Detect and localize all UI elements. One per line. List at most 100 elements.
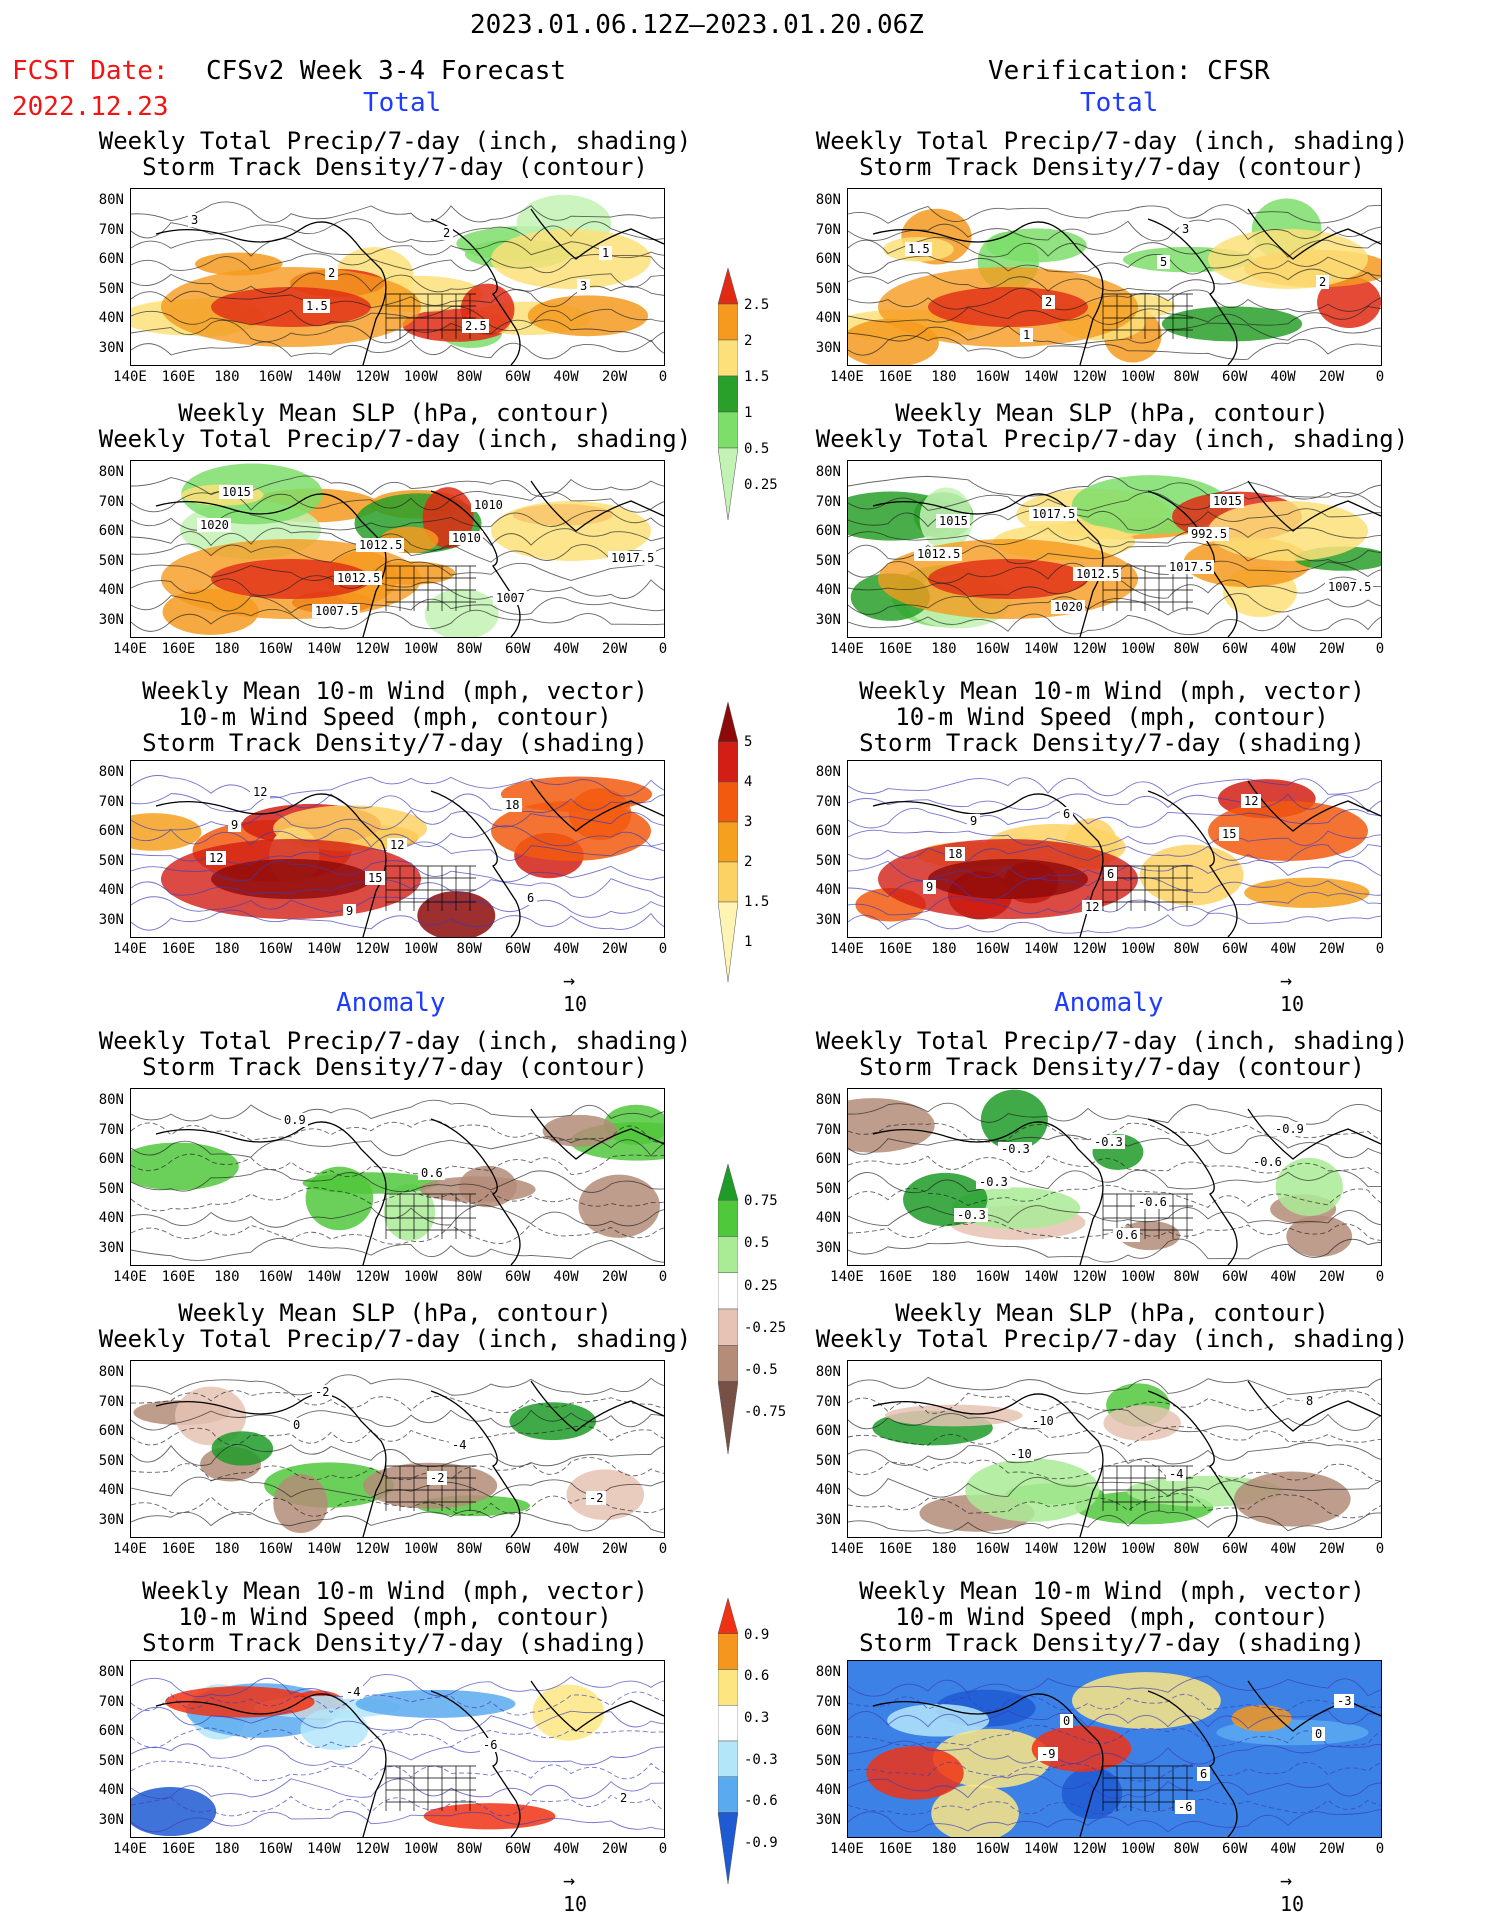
lat-label: 40N <box>98 882 124 898</box>
colorbar-segment <box>717 1669 739 1706</box>
lon-label: 40W <box>1270 1269 1296 1285</box>
colorbar-cap <box>717 267 739 305</box>
lat-label: 60N <box>815 1423 841 1439</box>
colorbar-cap <box>717 1381 739 1455</box>
coastline <box>155 1380 664 1537</box>
lon-label: 140E <box>113 369 147 385</box>
vector-ref-left-total: → 10 <box>563 968 588 1016</box>
panel-title-slp_precip-l4: Weekly Mean SLP (hPa, contour) Weekly Tot… <box>95 1300 695 1352</box>
panel-title-line: Storm Track Density/7-day (contour) <box>859 1053 1365 1081</box>
shaded-region <box>273 1473 328 1534</box>
svg-text:1010: 1010 <box>474 498 503 512</box>
lat-label: 70N <box>98 793 124 810</box>
contour-label: 8 <box>1303 1394 1316 1408</box>
lon-label: 20W <box>601 641 628 657</box>
contour-label: -2 <box>586 1491 606 1505</box>
contour-line <box>848 1725 1381 1747</box>
colorbar-segment <box>717 1776 739 1813</box>
contour-line <box>848 1376 1381 1396</box>
contour-label: 1017.5 <box>1029 507 1077 521</box>
contour-line <box>131 285 664 309</box>
contour-label: 1.5 <box>303 299 330 313</box>
lon-label: 20W <box>1318 1541 1345 1557</box>
lat-label: 60N <box>98 1723 124 1739</box>
contour-line <box>848 575 1381 599</box>
left-anomaly-label: Anomaly <box>336 988 446 1018</box>
lat-label: 70N <box>98 1693 124 1710</box>
lon-label: 80W <box>1173 641 1199 657</box>
panel-title-line: Weekly Mean 10-m Wind (mph, vector) <box>859 677 1365 705</box>
contour-label: 2 <box>1042 295 1055 309</box>
contour-line <box>848 807 1381 829</box>
svg-text:-4: -4 <box>1169 1467 1183 1481</box>
contour-label: 2.5 <box>462 319 489 333</box>
lat-label: 50N <box>815 280 841 297</box>
contour-label: 2 <box>1316 275 1329 289</box>
lat-label: 50N <box>98 280 124 297</box>
colorbar-label: 1.5 <box>744 368 770 385</box>
lon-label: 160E <box>878 641 913 657</box>
lon-label: 0 <box>658 941 668 957</box>
contour-line <box>848 1155 1381 1175</box>
contour-label: -3 <box>1334 1694 1354 1708</box>
contour-line <box>848 876 1381 901</box>
lon-label: 160E <box>161 1269 196 1285</box>
map-panel-r1: 1015 1012.5 1015 1012.5 1020 992.5 1007.5 1017.… <box>847 460 1382 638</box>
contour-label: 9 <box>923 880 936 894</box>
svg-text:-0.3: -0.3 <box>979 1175 1008 1189</box>
contour-line <box>131 1727 664 1748</box>
contour-label: 0 <box>1060 1714 1073 1728</box>
contour-line <box>131 1691 664 1716</box>
coastline <box>155 1108 664 1265</box>
svg-text:-6: -6 <box>483 1738 497 1752</box>
shaded-region <box>542 1114 618 1147</box>
lon-label: 180 <box>931 941 957 957</box>
right-anomaly-label: Anomaly <box>1054 988 1164 1018</box>
contour-line <box>131 896 664 918</box>
colorbar-storm_anom <box>717 1597 739 1885</box>
lon-label: 80W <box>1173 1841 1199 1857</box>
lon-label: 180 <box>214 1269 240 1285</box>
panel-title-line: Weekly Total Precip/7-day (inch, shading… <box>815 1027 1409 1055</box>
contour-line <box>848 1390 1381 1414</box>
lon-label: 140W <box>306 1269 341 1285</box>
contour-line <box>848 254 1381 277</box>
map-panel-r2: 9 6 12 18 12 15 9 6 <box>847 760 1382 938</box>
svg-text:-10: -10 <box>1032 1414 1054 1428</box>
svg-text:-0.6: -0.6 <box>1138 1195 1167 1209</box>
lon-label: 140E <box>113 1841 147 1857</box>
svg-text:-0.3: -0.3 <box>957 1208 986 1222</box>
shaded-region <box>211 859 371 899</box>
svg-text:1020: 1020 <box>200 518 229 532</box>
contour-label: 1012.5 <box>356 538 404 552</box>
contour-line <box>131 1237 664 1263</box>
lat-label: 70N <box>98 221 124 238</box>
contour-label: 1010 <box>449 531 483 545</box>
lat-label: 70N <box>98 1121 124 1138</box>
lon-label: 40W <box>553 369 579 385</box>
lat-label: 40N <box>815 1210 841 1226</box>
lon-label: 0 <box>1375 641 1385 657</box>
lon-label: 160E <box>878 1841 913 1857</box>
svg-text:3: 3 <box>580 279 587 293</box>
contour-line <box>131 1223 664 1245</box>
lon-label: 0 <box>658 1269 668 1285</box>
lon-label: 20W <box>601 1841 628 1857</box>
fcst-date-value: 2022.12.23 <box>12 92 169 122</box>
contour-line <box>131 595 664 616</box>
lon-label: 120W <box>355 641 390 657</box>
right-total-label: Total <box>1080 88 1159 118</box>
coastline <box>872 208 1381 365</box>
contour-label: -0.6 <box>1250 1155 1284 1169</box>
lon-label: 60W <box>1221 1841 1248 1857</box>
panel-title-line: Weekly Total Precip/7-day (inch, shading… <box>98 1325 692 1353</box>
lon-label: 100W <box>1120 1841 1155 1857</box>
svg-text:18: 18 <box>505 798 519 812</box>
shaded-region <box>1103 1405 1181 1441</box>
map-panel-l4: -2 -4 -2 0 -2 <box>130 1360 665 1538</box>
lon-label: 40W <box>1270 941 1296 957</box>
contour-label: -4 <box>1166 1467 1186 1481</box>
lon-label: 140W <box>1023 641 1058 657</box>
lat-label: 40N <box>98 1782 124 1798</box>
contour-line <box>848 912 1381 934</box>
